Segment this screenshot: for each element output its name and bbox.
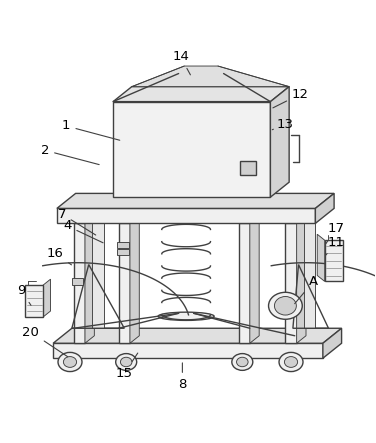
Polygon shape xyxy=(250,216,259,343)
Ellipse shape xyxy=(120,357,132,367)
Text: 20: 20 xyxy=(22,326,68,357)
Ellipse shape xyxy=(58,352,82,372)
Ellipse shape xyxy=(116,354,137,370)
Polygon shape xyxy=(130,216,139,343)
Text: A: A xyxy=(295,275,318,303)
Text: 4: 4 xyxy=(63,219,103,243)
Text: 2: 2 xyxy=(41,144,99,165)
Ellipse shape xyxy=(237,357,248,367)
Polygon shape xyxy=(239,223,250,343)
Polygon shape xyxy=(53,343,323,358)
Polygon shape xyxy=(297,216,306,343)
Bar xyxy=(25,285,43,317)
Bar xyxy=(117,249,129,255)
Polygon shape xyxy=(285,223,297,343)
Ellipse shape xyxy=(232,354,253,370)
Text: 11: 11 xyxy=(326,236,344,255)
Text: 15: 15 xyxy=(116,353,138,380)
Polygon shape xyxy=(323,328,341,358)
Text: 13: 13 xyxy=(272,117,293,131)
Polygon shape xyxy=(119,223,130,343)
Bar xyxy=(72,278,83,285)
Ellipse shape xyxy=(268,292,302,319)
Text: 17: 17 xyxy=(326,222,344,244)
Polygon shape xyxy=(317,234,325,281)
Ellipse shape xyxy=(158,312,214,320)
Bar xyxy=(240,161,256,175)
Text: 9: 9 xyxy=(17,284,31,305)
Ellipse shape xyxy=(284,357,298,367)
Polygon shape xyxy=(132,66,289,87)
Polygon shape xyxy=(53,328,341,343)
Polygon shape xyxy=(92,208,104,328)
Text: 16: 16 xyxy=(47,247,71,265)
Polygon shape xyxy=(270,87,289,197)
Text: 1: 1 xyxy=(62,120,120,140)
Polygon shape xyxy=(57,208,315,223)
Bar xyxy=(325,240,343,281)
Ellipse shape xyxy=(64,357,77,367)
Polygon shape xyxy=(74,223,85,343)
Polygon shape xyxy=(43,279,50,317)
Polygon shape xyxy=(85,216,94,343)
Text: 7: 7 xyxy=(58,207,96,235)
Bar xyxy=(117,242,129,248)
Polygon shape xyxy=(315,194,334,223)
Polygon shape xyxy=(304,208,315,328)
Polygon shape xyxy=(113,101,270,197)
Text: 12: 12 xyxy=(273,88,309,108)
Text: 14: 14 xyxy=(172,50,190,75)
Polygon shape xyxy=(113,87,289,101)
Ellipse shape xyxy=(279,352,303,372)
Text: 8: 8 xyxy=(178,363,186,391)
Ellipse shape xyxy=(274,296,296,315)
Polygon shape xyxy=(57,194,334,208)
